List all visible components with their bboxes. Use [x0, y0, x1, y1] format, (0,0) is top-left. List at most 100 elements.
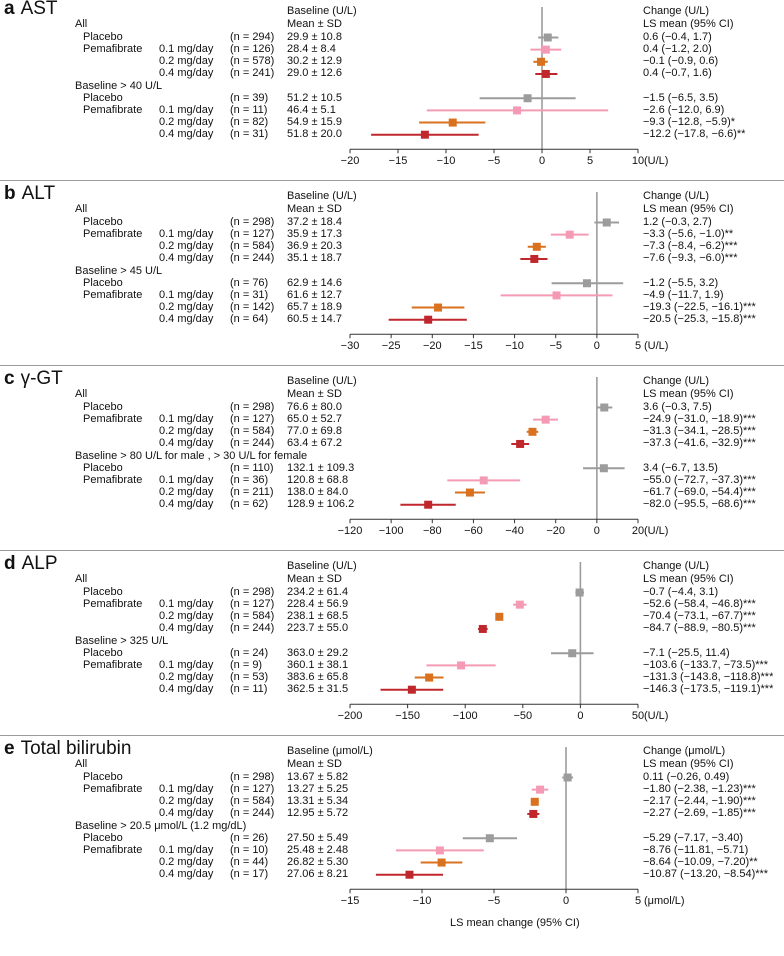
x-tick-label: 0: [577, 710, 583, 722]
x-tick-label: −20: [546, 525, 565, 537]
change-value: 0.11 (−0.26, 0.49): [643, 771, 730, 783]
point-estimate: [563, 773, 572, 782]
dose-label: 0.2 mg/day: [159, 301, 214, 314]
point-estimate: [552, 291, 561, 300]
change-value: −12.2 (−17.8, −6.6)**: [643, 128, 746, 141]
baseline-header: Baseline (μmol/L): [287, 745, 373, 757]
change-value: −84.7 (−88.9, −80.5)***: [643, 622, 756, 635]
change-value: −2.6 (−12.0, 6.9): [643, 103, 725, 116]
change-value: −7.3 (−8.4, −6.2)***: [643, 240, 738, 253]
dose-label: 0.4 mg/day: [159, 683, 214, 696]
dose-label: 0.2 mg/day: [159, 856, 214, 869]
panel-a: a AST Baseline (U/L) Mean ± SD Change (U/L) L…: [0, 0, 784, 180]
point-estimate: [530, 254, 539, 263]
change-value: −7.6 (−9.3, −6.0)***: [643, 252, 738, 265]
n-label: (n = 39): [230, 91, 269, 104]
change-value: −9.3 (−12.8, −5.9)*: [643, 116, 736, 129]
arm-label: Placebo: [83, 216, 123, 228]
n-label: (n = 31): [230, 288, 269, 301]
change-value: −0.1 (−0.9, 0.6): [643, 55, 719, 68]
forest-plot: −15 −10 −5 0 5 (μmol/L): [341, 747, 685, 907]
change-value: −0.7 (−4.4, 3.1): [643, 586, 719, 598]
x-unit-label: (U/L): [644, 155, 668, 167]
panel-letter: d: [4, 553, 16, 574]
point-estimate: [529, 809, 538, 818]
dose-label: 0.2 mg/day: [159, 55, 214, 68]
change-value: 3.6 (−0.3, 7.5): [643, 401, 712, 413]
n-label: (n = 142): [230, 301, 275, 314]
change-value: −1.80 (−2.38, −1.23)***: [643, 783, 756, 796]
baseline-value: 223.7 ± 55.0: [287, 622, 349, 635]
dose-label: 0.4 mg/day: [159, 313, 214, 326]
point-estimate: [600, 403, 609, 412]
n-label: (n = 298): [230, 586, 275, 598]
baseline-value: 62.9 ± 14.6: [287, 276, 342, 289]
x-tick-label: −5: [488, 895, 501, 907]
baseline-value: 12.95 ± 5.72: [287, 807, 349, 820]
change-value: −146.3 (−173.5, −119.1)***: [643, 683, 774, 696]
group-label: Baseline > 45 U/L: [75, 264, 163, 277]
point-estimate: [543, 33, 552, 42]
baseline-value: 360.1 ± 38.1: [287, 658, 349, 671]
baseline-value: 28.4 ± 8.4: [287, 43, 336, 56]
baseline-value: 54.9 ± 15.9: [287, 116, 342, 129]
change-value: −24.9 (−31.0, −18.9)***: [643, 413, 756, 426]
n-label: (n = 584): [230, 425, 275, 438]
dose-label: 0.1 mg/day: [159, 288, 214, 301]
n-label: (n = 31): [230, 128, 269, 141]
dose-label: 0.1 mg/day: [159, 598, 214, 611]
change-value: 0.6 (−0.4, 1.7): [643, 31, 712, 43]
arm-label: Placebo: [83, 831, 123, 844]
x-tick-label: −50: [513, 710, 532, 722]
point-estimate: [495, 612, 504, 621]
group-label: All: [75, 18, 88, 30]
forest-plot: −20 −15 −10 −5 0 5 10 (U/L): [341, 7, 668, 167]
change-value: −19.3 (−22.5, −16.1)***: [643, 301, 756, 314]
baseline-value: 36.9 ± 20.3: [287, 240, 342, 253]
dose-label: 0.2 mg/day: [159, 116, 214, 129]
n-label: (n = 11): [230, 103, 268, 116]
dose-label: 0.4 mg/day: [159, 807, 214, 820]
point-estimate: [405, 870, 414, 879]
x-tick-label: −15: [341, 895, 360, 907]
n-label: (n = 11): [230, 683, 268, 696]
point-estimate: [599, 464, 608, 473]
x-tick-label: 5: [587, 155, 593, 167]
arm-label: Pemafibrate: [83, 413, 143, 426]
arm-label: Pemafibrate: [83, 43, 143, 56]
panel-d: d ALP Baseline (U/L) Mean ± SD Change (U/L) L…: [0, 553, 784, 735]
arm-label: Pemafibrate: [83, 103, 143, 116]
point-estimate: [434, 303, 443, 312]
panel-label: c γ-GT: [4, 368, 63, 390]
change-subheader: LS mean (95% CI): [643, 203, 734, 215]
baseline-value: 61.6 ± 12.7: [287, 288, 342, 301]
point-estimate: [530, 797, 539, 806]
baseline-value: 27.50 ± 5.49: [287, 831, 349, 844]
n-label: (n = 127): [230, 598, 275, 611]
x-tick-label: −120: [338, 525, 363, 537]
change-subheader: LS mean (95% CI): [643, 18, 734, 30]
change-value: −2.17 (−2.44, −1.90)***: [643, 795, 756, 808]
baseline-value: 76.6 ± 80.0: [287, 401, 342, 413]
point-estimate: [425, 673, 434, 682]
group-label: All: [75, 573, 88, 585]
n-label: (n = 62): [230, 498, 269, 511]
x-tick-label: −5: [549, 340, 562, 352]
baseline-value: 46.4 ± 5.1: [287, 103, 336, 116]
point-estimate: [537, 57, 546, 66]
x-tick-label: −200: [338, 710, 363, 722]
baseline-value: 65.0 ± 52.7: [287, 413, 342, 426]
arm-label: Pemafibrate: [83, 288, 143, 301]
arm-label: Pemafibrate: [83, 783, 143, 796]
dose-label: 0.2 mg/day: [159, 425, 214, 438]
change-value: −1.5 (−6.5, 3.5): [643, 91, 719, 104]
change-subheader: LS mean (95% CI): [643, 573, 734, 585]
baseline-value: 228.4 ± 56.9: [287, 598, 349, 611]
change-header: Change (U/L): [643, 560, 710, 572]
dose-label: 0.4 mg/day: [159, 252, 214, 265]
point-estimate: [532, 242, 541, 251]
point-estimate: [516, 439, 525, 448]
baseline-value: 35.9 ± 17.3: [287, 228, 342, 241]
x-tick-label: −40: [505, 525, 524, 537]
